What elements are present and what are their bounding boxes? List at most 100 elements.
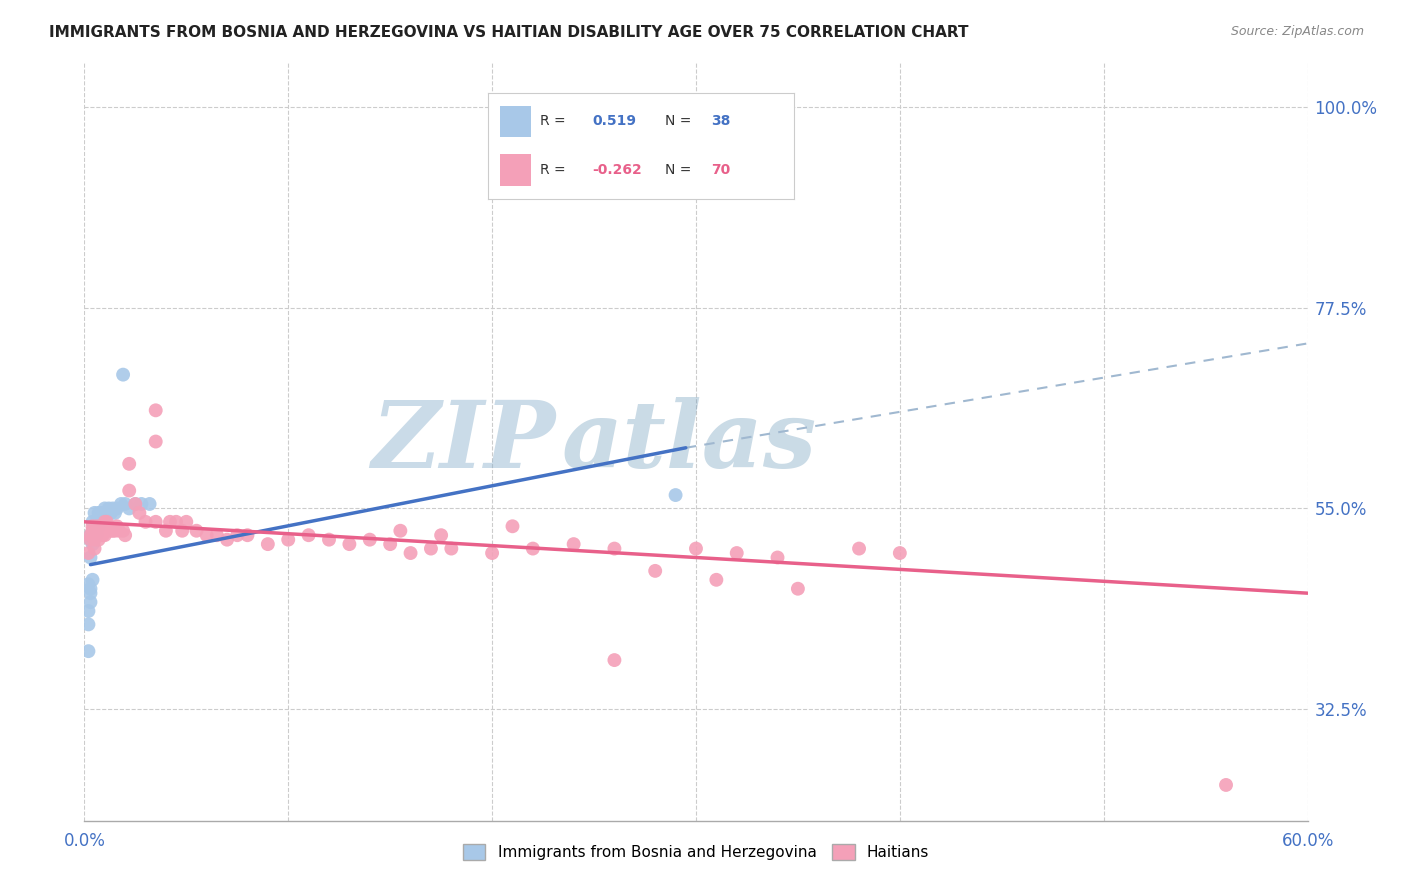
Point: [124, 497, 146, 511]
Point: [165, 515, 187, 529]
Point: [124, 497, 146, 511]
Point: [562, 537, 585, 551]
Point: [77, 546, 100, 560]
Point: [399, 546, 422, 560]
Point: [93, 515, 115, 529]
Point: [118, 501, 141, 516]
Point: [138, 497, 160, 511]
Point: [257, 537, 280, 551]
Point: [82, 573, 104, 587]
Point: [128, 506, 150, 520]
Point: [155, 524, 177, 538]
Point: [725, 546, 748, 560]
Point: [101, 524, 124, 538]
Point: [90, 515, 112, 529]
Point: [82, 524, 104, 538]
Point: [685, 541, 707, 556]
Point: [112, 368, 135, 382]
Point: [79, 595, 101, 609]
Point: [96, 515, 118, 529]
Point: [101, 501, 124, 516]
Point: [430, 528, 453, 542]
Point: [359, 533, 381, 547]
Point: [86, 519, 108, 533]
Point: [83, 541, 105, 556]
Point: [114, 497, 136, 511]
Point: [100, 524, 122, 538]
Point: [298, 528, 321, 542]
Point: [145, 515, 167, 529]
Point: [787, 582, 810, 596]
Point: [86, 528, 108, 542]
Point: [82, 524, 104, 538]
Point: [87, 528, 110, 542]
Point: [110, 497, 132, 511]
Point: [205, 528, 228, 542]
Point: [79, 528, 101, 542]
Point: [236, 528, 259, 542]
Point: [420, 541, 443, 556]
Point: [79, 533, 101, 547]
Point: [112, 524, 135, 538]
Point: [135, 515, 157, 529]
Text: atlas: atlas: [561, 397, 817, 486]
Point: [145, 434, 167, 449]
Point: [766, 550, 789, 565]
Point: [97, 519, 120, 533]
Point: [82, 515, 104, 529]
Point: [79, 528, 101, 542]
Point: [96, 506, 118, 520]
Point: [186, 524, 208, 538]
Point: [380, 537, 402, 551]
Point: [195, 528, 218, 542]
Point: [77, 644, 100, 658]
Point: [603, 653, 626, 667]
Point: [86, 528, 108, 542]
Point: [389, 524, 412, 538]
Point: [131, 497, 153, 511]
Point: [83, 524, 105, 538]
Point: [77, 577, 100, 591]
Point: [86, 515, 108, 529]
Point: [114, 528, 136, 542]
Point: [82, 537, 104, 551]
Point: [522, 541, 544, 556]
Point: [91, 528, 114, 542]
Point: [97, 501, 120, 516]
Point: [87, 506, 110, 520]
Point: [440, 541, 463, 556]
Point: [82, 519, 104, 533]
Point: [481, 546, 503, 560]
Point: [644, 564, 666, 578]
Point: [848, 541, 870, 556]
Point: [93, 528, 115, 542]
Point: [90, 506, 112, 520]
Point: [108, 524, 131, 538]
Point: [91, 510, 114, 524]
Point: [90, 519, 112, 533]
Text: IMMIGRANTS FROM BOSNIA AND HERZEGOVINA VS HAITIAN DISABILITY AGE OVER 75 CORRELA: IMMIGRANTS FROM BOSNIA AND HERZEGOVINA V…: [49, 25, 969, 40]
Legend: Immigrants from Bosnia and Herzegovina, Haitians: Immigrants from Bosnia and Herzegovina, …: [457, 838, 935, 866]
Point: [502, 519, 524, 533]
Point: [277, 533, 299, 547]
Point: [79, 586, 101, 600]
Point: [118, 483, 141, 498]
Point: [159, 515, 181, 529]
Point: [77, 617, 100, 632]
Point: [226, 528, 249, 542]
Point: [79, 533, 101, 547]
Point: [79, 582, 101, 596]
Point: [105, 519, 128, 533]
Point: [87, 533, 110, 547]
Point: [118, 457, 141, 471]
Text: Source: ZipAtlas.com: Source: ZipAtlas.com: [1230, 25, 1364, 38]
Point: [603, 541, 626, 556]
Point: [77, 604, 100, 618]
Point: [172, 524, 194, 538]
Point: [706, 573, 728, 587]
Point: [83, 506, 105, 520]
Point: [104, 506, 127, 520]
Point: [105, 501, 128, 516]
Point: [100, 506, 122, 520]
Point: [87, 519, 110, 533]
